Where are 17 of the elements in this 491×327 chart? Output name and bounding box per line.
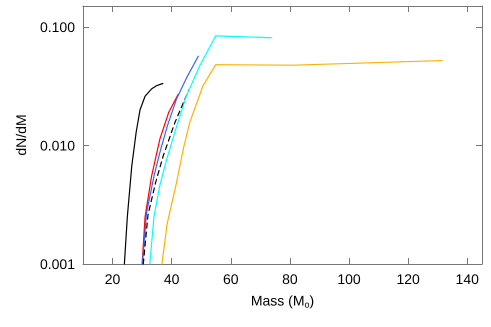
line-series <box>149 35 272 265</box>
y-axis-title: dN/dM <box>13 114 29 156</box>
line-series <box>142 94 179 265</box>
x-tick-label: 80 <box>282 271 298 287</box>
line-series <box>142 56 199 265</box>
line-series <box>142 89 190 265</box>
line-series <box>161 60 443 265</box>
x-tick-label: 20 <box>104 271 121 287</box>
y-tick-label: 0.010 <box>40 137 76 154</box>
x-tick-label: 120 <box>396 271 420 287</box>
y-tick-label: 0.100 <box>40 18 76 35</box>
line-series <box>124 82 164 265</box>
x-tick-label: 100 <box>337 271 361 287</box>
x-tick-label: 140 <box>456 271 480 287</box>
y-tick-label: 0.001 <box>40 256 76 272</box>
x-tick-label: 40 <box>164 271 180 287</box>
x-tick-label: 60 <box>222 271 239 287</box>
